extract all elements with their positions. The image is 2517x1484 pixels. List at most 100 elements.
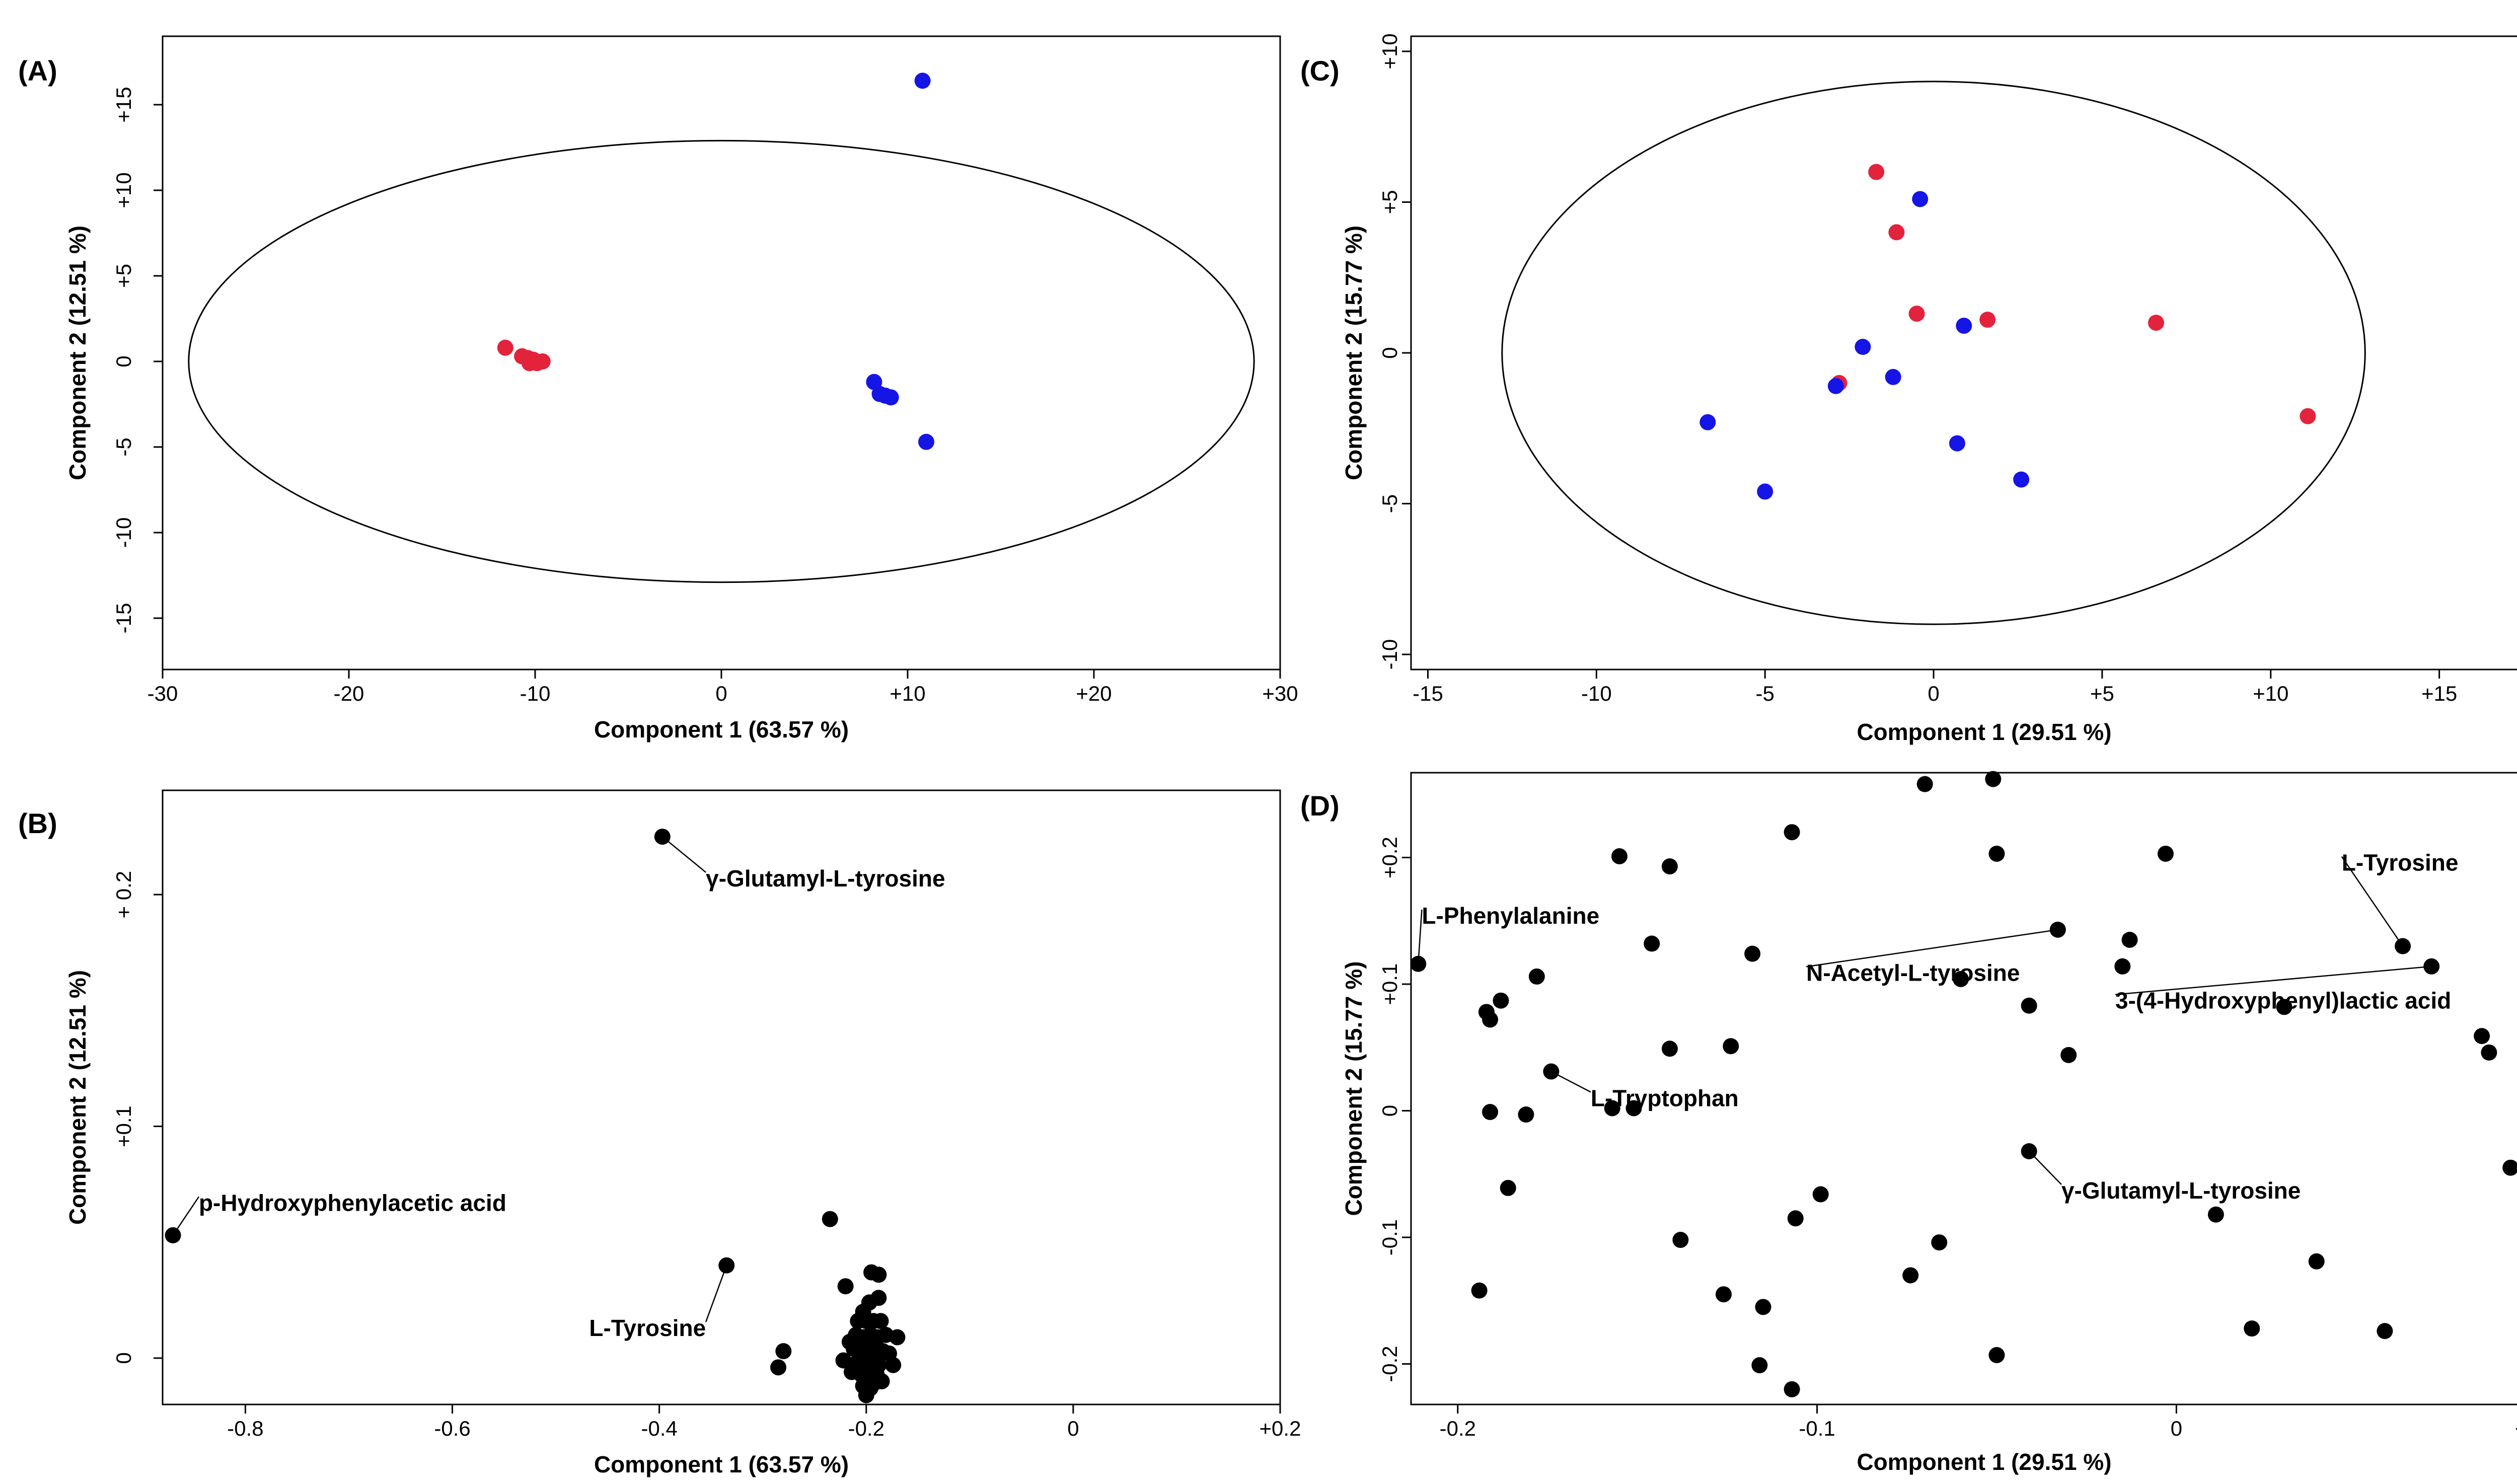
data-point — [2021, 1143, 2037, 1159]
x-tick-label: 0 — [715, 682, 727, 705]
y-tick-label: +0.1 — [112, 1105, 135, 1147]
data-point — [2060, 1047, 2077, 1063]
data-point — [1543, 1063, 1560, 1080]
plot-frame — [1410, 35, 2517, 671]
y-tick-label: +0.2 — [1378, 837, 1401, 878]
data-point — [2114, 958, 2131, 975]
x-tick-label: +30 — [1262, 682, 1298, 705]
data-point — [2423, 958, 2440, 975]
x-tick-label: -0.8 — [227, 1417, 263, 1440]
data-point — [1868, 164, 1885, 180]
data-point — [1500, 1179, 1516, 1196]
y-tick-label: -0.1 — [1378, 1219, 1401, 1255]
annotation-label: L-Tyrosine — [589, 1315, 706, 1341]
data-point — [1949, 435, 1965, 452]
data-point — [534, 353, 551, 369]
data-point — [873, 1373, 890, 1389]
data-point — [841, 1333, 858, 1350]
annotation-label: L-Tyrosine — [2342, 850, 2459, 876]
x-tick-label: -0.4 — [641, 1417, 677, 1440]
data-point — [1953, 971, 1969, 987]
data-point — [1625, 1100, 1642, 1117]
data-point — [1471, 1282, 1488, 1299]
data-point — [1956, 318, 1972, 334]
y-tick-label: -10 — [112, 517, 135, 548]
data-point — [2021, 997, 2037, 1014]
data-point — [1482, 1011, 1499, 1028]
data-point — [2148, 315, 2165, 331]
x-tick-label: -0.2 — [1440, 1417, 1476, 1440]
data-point — [1908, 306, 1925, 322]
x-tick-label: 0 — [1928, 682, 1939, 705]
y-tick-label: +5 — [112, 264, 135, 288]
confidence-ellipse — [188, 139, 1255, 583]
annotation-label: γ-Glutamyl-L-tyrosine — [2061, 1177, 2301, 1204]
y-tick-label: + 0.2 — [112, 871, 135, 919]
x-tick-label: -10 — [1581, 682, 1612, 705]
data-point — [822, 1211, 838, 1227]
data-point — [2474, 1028, 2490, 1045]
x-tick-label: -0.6 — [434, 1417, 470, 1440]
data-point — [1723, 1038, 1739, 1055]
annotation-label: L-Tryptophan — [1591, 1085, 1739, 1111]
data-point — [654, 829, 671, 845]
x-tick-label: -0.1 — [1799, 1417, 1835, 1440]
x-axis-title: Component 1 (63.57 %) — [594, 716, 849, 743]
annotation-label: p-Hydroxyphenylacetic acid — [199, 1190, 506, 1216]
data-point — [2308, 1253, 2325, 1270]
data-point — [1985, 771, 2002, 787]
x-tick-label: -30 — [147, 682, 178, 705]
y-tick-label: 0 — [1378, 1105, 1401, 1117]
annotation-leader — [705, 1265, 727, 1322]
data-point — [1931, 1234, 1948, 1251]
data-point — [1518, 1106, 1534, 1123]
y-tick-label: -5 — [1378, 494, 1401, 513]
y-tick-label: +15 — [112, 87, 135, 122]
data-point — [835, 1352, 852, 1369]
data-point — [882, 389, 899, 406]
data-point — [1528, 968, 1545, 985]
x-tick-label: +5 — [2090, 682, 2114, 705]
data-point — [1410, 955, 1427, 972]
data-point — [1604, 1100, 1620, 1117]
plot-frame — [162, 35, 1281, 671]
data-point — [2300, 408, 2316, 424]
data-point — [1699, 414, 1716, 430]
panel-b: (B) -0.8 -0.6 -0.4 -0.2 0 +0.2 0 +0.1 + 0.2 Compon… — [18, 789, 1301, 1477]
data-point — [1755, 1299, 1771, 1315]
x-tick-label: -0.2 — [848, 1417, 884, 1440]
data-point — [870, 1267, 887, 1283]
data-point — [165, 1227, 181, 1243]
y-tick-label: +5 — [1378, 190, 1401, 214]
y-axis-title: Component 2 (12.51 %) — [64, 970, 91, 1225]
data-point — [770, 1359, 787, 1376]
data-point — [2013, 471, 2030, 488]
data-point — [2121, 931, 2138, 948]
annotation-label: N-Acetyl-L-tyrosine — [1806, 959, 2020, 986]
data-point — [858, 1387, 874, 1403]
data-point — [1787, 1210, 1804, 1227]
x-tick-label: +15 — [2421, 682, 2457, 705]
y-tick-label: -15 — [112, 603, 135, 634]
y-tick-label: -10 — [1378, 639, 1401, 670]
confidence-ellipse — [1501, 81, 2366, 625]
annotation-leader — [1418, 910, 1423, 964]
data-point — [1827, 378, 1844, 394]
data-point — [918, 433, 934, 450]
data-point — [2276, 999, 2292, 1015]
annotation-leader — [2115, 966, 2432, 995]
x-axis-title: Component 1 (29.51 %) — [1857, 719, 2111, 745]
y-tick-label: 0 — [112, 1352, 135, 1364]
data-point — [497, 339, 513, 356]
x-tick-label: +0.1 — [2515, 1417, 2517, 1440]
x-axis-title: Component 1 (29.51 %) — [1857, 1449, 2111, 1475]
x-axis-title: Component 1 (63.57 %) — [594, 1451, 849, 1477]
data-point — [1888, 224, 1905, 241]
data-point — [1751, 1357, 1768, 1374]
annotation-leader — [1806, 929, 2058, 968]
data-point — [1644, 935, 1660, 952]
panel-label: (B) — [18, 807, 57, 839]
data-point — [844, 1364, 860, 1380]
x-tick-label: 0 — [2171, 1417, 2182, 1440]
data-point — [718, 1257, 735, 1274]
